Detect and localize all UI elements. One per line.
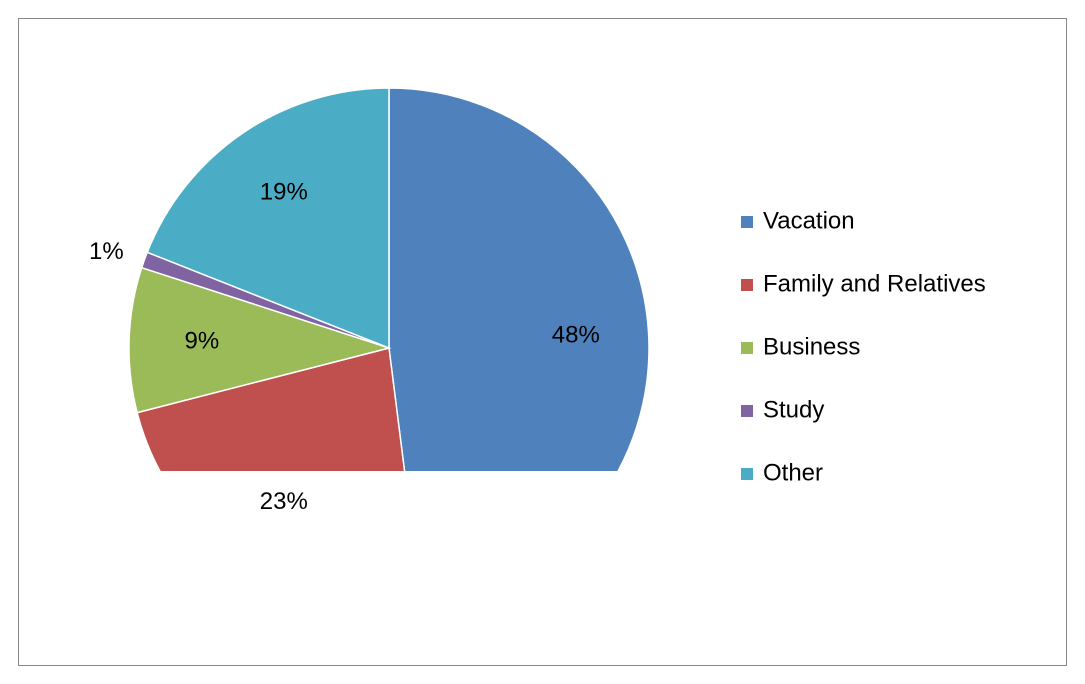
legend-label: Other [763, 459, 823, 486]
legend-label: Family and Relatives [763, 270, 986, 297]
legend-label: Vacation [763, 207, 855, 234]
data-label: 19% [260, 179, 308, 206]
legend-label: Business [763, 333, 860, 360]
legend-swatch [741, 468, 753, 480]
data-label: 9% [185, 327, 220, 354]
pie-slice [388, 87, 650, 471]
pie-slice [146, 87, 390, 350]
pie-slice [136, 347, 406, 471]
legend-swatch [741, 279, 753, 291]
legend-swatch [741, 405, 753, 417]
legend-label: Study [763, 396, 824, 423]
legend-swatch [741, 342, 753, 354]
legend-swatch [741, 216, 753, 228]
data-label: 1% [89, 238, 124, 265]
data-label: 23% [260, 488, 308, 515]
data-label: 48% [552, 322, 600, 349]
pie [128, 87, 650, 471]
pie-slice [128, 266, 392, 414]
